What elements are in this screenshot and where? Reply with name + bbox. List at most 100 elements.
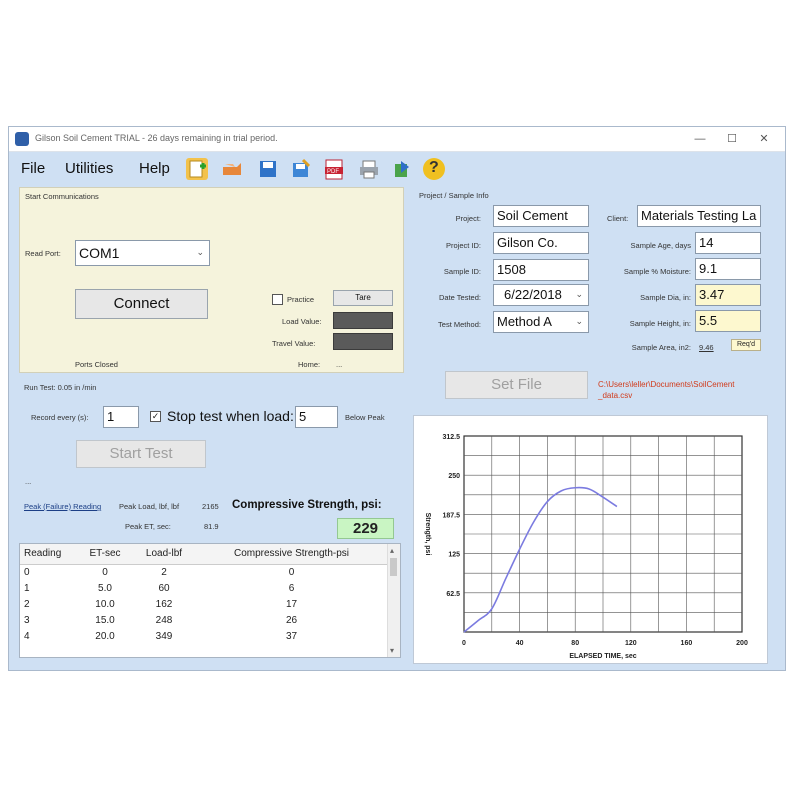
- test-method-value: Method A: [497, 314, 552, 329]
- open-icon[interactable]: [221, 158, 243, 180]
- app-window: Gilson Soil Cement TRIAL - 26 days remai…: [8, 126, 786, 671]
- chevron-down-icon: ⌄: [575, 289, 583, 299]
- project-label: Project:: [455, 214, 481, 223]
- pdf-icon[interactable]: PDF: [323, 158, 345, 180]
- help-icon[interactable]: ?: [423, 158, 445, 180]
- travel-value-label: Travel Value:: [272, 339, 316, 348]
- table-cell: 15.0: [95, 614, 115, 626]
- date-tested-label: Date Tested:: [439, 293, 481, 302]
- table-cell: 2: [24, 598, 30, 610]
- table-header-row: Reading ET-sec Load-lbf Compressive Stre…: [20, 544, 388, 564]
- scroll-up-icon[interactable]: ▴: [390, 546, 395, 555]
- stop-test-label: Stop test when load:: [167, 408, 294, 424]
- y-axis-label: Strength, psi: [424, 513, 431, 556]
- table-cell: 60: [158, 582, 170, 594]
- close-button[interactable]: ✕: [759, 133, 769, 145]
- test-method-label: Test Method:: [438, 320, 481, 329]
- chevron-down-icon: ⌄: [575, 316, 583, 326]
- peak-et-value: 81.9: [204, 522, 219, 531]
- sample-height-input[interactable]: 5.5: [695, 310, 761, 332]
- connect-button[interactable]: Connect: [75, 289, 208, 319]
- minimize-button[interactable]: —: [694, 133, 706, 145]
- stop-load-input[interactable]: 5: [295, 406, 338, 428]
- y-tick-label: 250: [448, 473, 460, 480]
- print-icon[interactable]: [358, 158, 380, 180]
- strength-chart: 0 40 80 120 160 200 62.5 125 187.5 250 312.5 ELAPSE…: [413, 415, 768, 664]
- y-tick-label: 62.5: [446, 591, 460, 598]
- scroll-down-icon[interactable]: ▾: [390, 646, 395, 655]
- menu-bar: File Utilities Help: [9, 151, 785, 185]
- table-row[interactable]: 1 5.0 60 6: [20, 580, 388, 596]
- set-file-button[interactable]: Set File: [445, 371, 588, 399]
- table-cell: 4: [24, 630, 30, 642]
- compressive-strength-value: 229: [337, 518, 394, 539]
- start-test-button[interactable]: Start Test: [76, 440, 206, 468]
- file-path-line1: C:\Users\leller\Documents\SoilCement: [598, 380, 735, 389]
- sample-age-input[interactable]: 14: [695, 232, 761, 254]
- x-axis-label: ELAPSED TIME, sec: [569, 653, 636, 660]
- chart-svg: 0 40 80 120 160 200 62.5 125 187.5 250 312.5 ELAPSE…: [424, 434, 748, 660]
- add-icon[interactable]: [186, 158, 208, 180]
- project-id-label: Project ID:: [445, 241, 481, 250]
- stop-test-checkbox[interactable]: ✓: [150, 411, 161, 422]
- table-scrollbar[interactable]: ▴ ▾: [387, 544, 400, 657]
- record-every-input[interactable]: 1: [103, 406, 139, 428]
- peak-et-label: Peak ET, sec:: [125, 522, 171, 531]
- export-icon[interactable]: [391, 158, 413, 180]
- travel-value-display: [333, 333, 393, 350]
- x-tick-label: 40: [516, 640, 524, 647]
- table-cell: 5.0: [98, 582, 112, 594]
- menu-help[interactable]: Help: [139, 160, 170, 177]
- table-row[interactable]: 0 0 2 0: [20, 564, 388, 580]
- column-header[interactable]: ET-sec: [89, 548, 121, 560]
- below-peak-label: Below Peak: [345, 413, 385, 422]
- table-cell: 37: [285, 630, 298, 642]
- sample-id-input[interactable]: 1508: [493, 259, 589, 281]
- sample-moisture-input[interactable]: 9.1: [695, 258, 761, 280]
- chevron-down-icon: ⌄: [196, 247, 204, 257]
- table-cell: 17: [285, 598, 298, 610]
- sample-dia-input[interactable]: 3.47: [695, 284, 761, 306]
- project-id-input[interactable]: Gilson Co.: [493, 232, 589, 254]
- save-as-icon[interactable]: [290, 158, 312, 180]
- tare-button[interactable]: Tare: [333, 290, 393, 306]
- table-cell: 0: [102, 566, 108, 578]
- load-value-display: [333, 312, 393, 329]
- table-row[interactable]: 4 20.0 349 37: [20, 628, 388, 644]
- reqd-badge: Req'd: [731, 339, 761, 351]
- client-input[interactable]: Materials Testing La: [637, 205, 761, 227]
- column-header[interactable]: Reading: [24, 548, 62, 560]
- table-row[interactable]: 2 10.0 162 17: [20, 596, 388, 612]
- scroll-thumb[interactable]: [390, 558, 397, 576]
- readings-table: Reading ET-sec Load-lbf Compressive Stre…: [20, 544, 388, 644]
- menu-file[interactable]: File: [21, 160, 46, 177]
- maximize-button[interactable]: ☐: [727, 133, 737, 145]
- record-every-label: Record every (s):: [31, 413, 89, 422]
- table-cell: 162: [155, 598, 173, 610]
- port-status: Ports Closed: [75, 360, 118, 369]
- communications-panel: Start Communications Read Port: COM1 ⌄ C…: [19, 187, 404, 373]
- table-cell: 10.0: [95, 598, 115, 610]
- date-tested-picker[interactable]: 6/22/2018 ⌄: [493, 284, 589, 306]
- app-icon: [15, 132, 29, 146]
- client-label: Client:: [607, 214, 629, 223]
- column-header[interactable]: Compressive Strength-psi: [233, 548, 350, 560]
- column-header[interactable]: Load-lbf: [145, 548, 183, 560]
- test-method-select[interactable]: Method A ⌄: [493, 311, 589, 333]
- menu-utilities[interactable]: Utilities: [65, 160, 114, 177]
- practice-checkbox[interactable]: [272, 294, 283, 305]
- sample-height-label: Sample Height, in:: [629, 319, 691, 328]
- date-tested-value: 6/22/2018: [504, 287, 562, 302]
- table-row[interactable]: 3 15.0 248 26: [20, 612, 388, 628]
- peak-load-value: 2165: [202, 502, 219, 511]
- peak-reading-link[interactable]: Peak (Failure) Reading: [24, 502, 102, 511]
- title-bar: Gilson Soil Cement TRIAL - 26 days remai…: [9, 127, 785, 152]
- readings-table-panel[interactable]: Reading ET-sec Load-lbf Compressive Stre…: [19, 543, 401, 658]
- project-input[interactable]: Soil Cement: [493, 205, 589, 227]
- table-cell: 0: [288, 566, 295, 578]
- project-info-title: Project / Sample Info: [419, 191, 489, 200]
- read-port-value: COM1: [79, 245, 120, 261]
- read-port-select[interactable]: COM1 ⌄: [75, 240, 210, 266]
- run-test-title: Run Test: 0.05 in /min: [24, 383, 97, 392]
- save-icon[interactable]: [257, 158, 279, 180]
